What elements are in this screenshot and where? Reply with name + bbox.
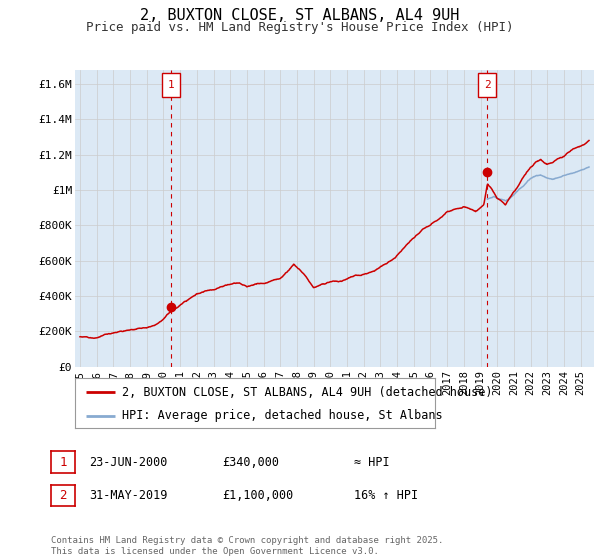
FancyBboxPatch shape [162, 73, 181, 97]
Text: HPI: Average price, detached house, St Albans: HPI: Average price, detached house, St A… [122, 409, 442, 422]
Text: 23-JUN-2000: 23-JUN-2000 [89, 455, 167, 469]
Text: ≈ HPI: ≈ HPI [354, 455, 389, 469]
Text: 31-MAY-2019: 31-MAY-2019 [89, 489, 167, 502]
Text: £340,000: £340,000 [222, 455, 279, 469]
FancyBboxPatch shape [478, 73, 496, 97]
Text: 16% ↑ HPI: 16% ↑ HPI [354, 489, 418, 502]
Text: 1: 1 [59, 455, 67, 469]
Text: 2, BUXTON CLOSE, ST ALBANS, AL4 9UH (detached house): 2, BUXTON CLOSE, ST ALBANS, AL4 9UH (det… [122, 386, 493, 399]
Text: Contains HM Land Registry data © Crown copyright and database right 2025.
This d: Contains HM Land Registry data © Crown c… [51, 536, 443, 556]
Text: £1,100,000: £1,100,000 [222, 489, 293, 502]
Text: 2: 2 [59, 489, 67, 502]
Text: 1: 1 [168, 80, 175, 90]
Text: Price paid vs. HM Land Registry's House Price Index (HPI): Price paid vs. HM Land Registry's House … [86, 21, 514, 34]
Text: 2, BUXTON CLOSE, ST ALBANS, AL4 9UH: 2, BUXTON CLOSE, ST ALBANS, AL4 9UH [140, 8, 460, 24]
Text: 2: 2 [484, 80, 491, 90]
